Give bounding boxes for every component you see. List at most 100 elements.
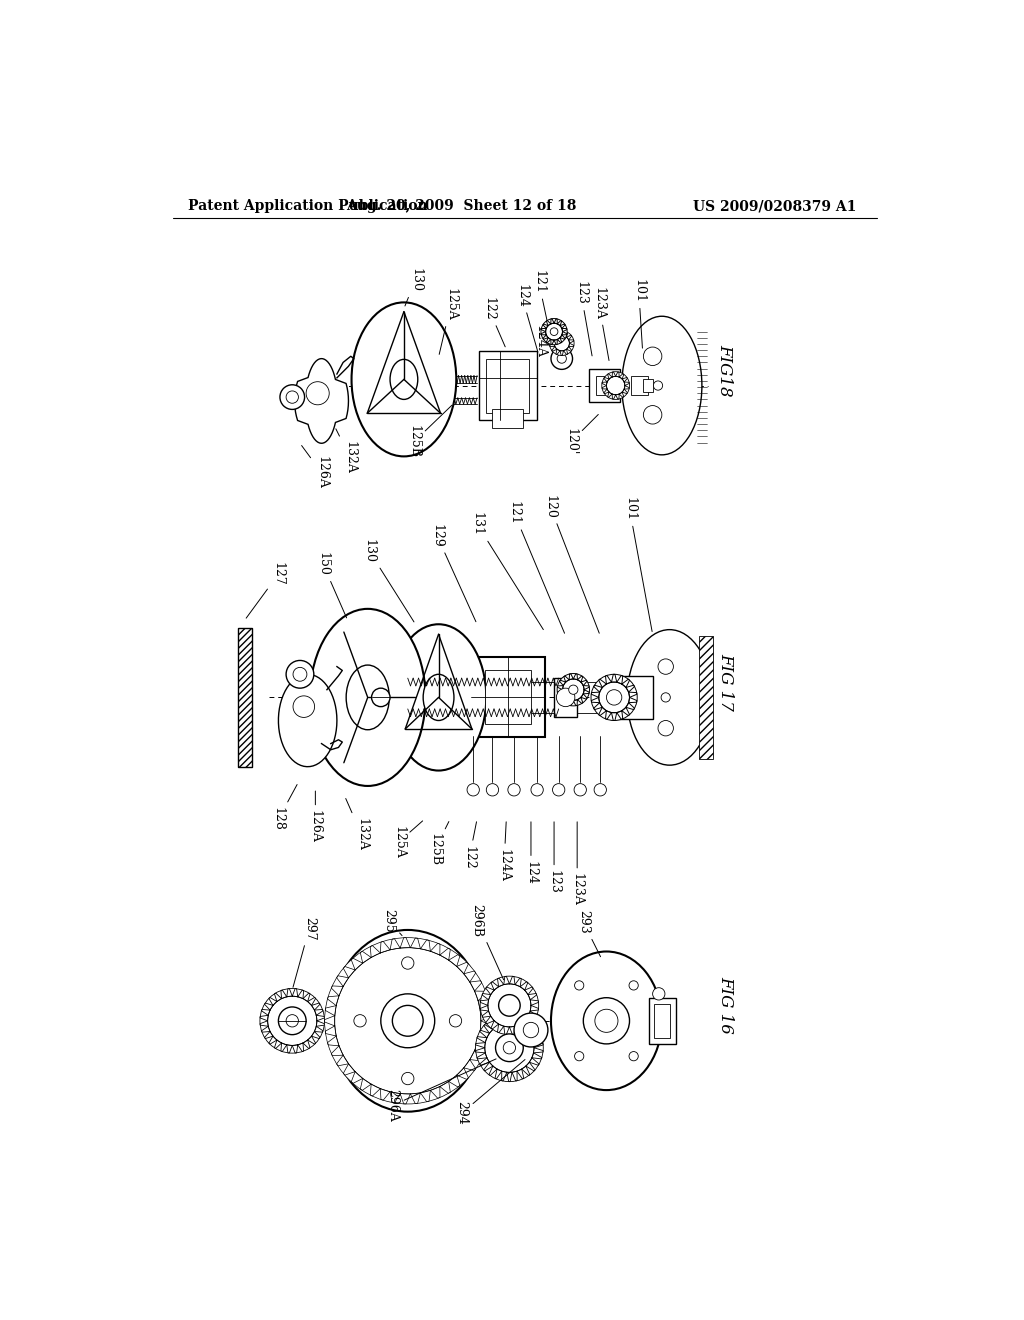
Bar <box>239 628 252 767</box>
Bar <box>239 628 252 767</box>
Text: US 2009/0208379 A1: US 2009/0208379 A1 <box>692 199 856 213</box>
Circle shape <box>551 348 572 370</box>
Bar <box>698 636 713 759</box>
Circle shape <box>293 668 307 681</box>
Circle shape <box>480 975 539 1035</box>
Text: 123A: 123A <box>570 822 584 907</box>
Polygon shape <box>279 675 337 767</box>
Circle shape <box>484 1023 535 1072</box>
Text: 123: 123 <box>574 281 592 356</box>
Text: 120': 120' <box>564 414 598 455</box>
Text: 294: 294 <box>455 1060 525 1125</box>
Circle shape <box>591 675 637 721</box>
Text: 131: 131 <box>471 512 544 630</box>
Text: 295: 295 <box>382 909 402 936</box>
Circle shape <box>658 721 674 737</box>
Circle shape <box>306 381 330 405</box>
Circle shape <box>508 784 520 796</box>
Text: 132A: 132A <box>336 429 356 474</box>
Circle shape <box>557 673 590 706</box>
Circle shape <box>662 693 671 702</box>
Text: 101: 101 <box>623 496 652 631</box>
Text: 124A: 124A <box>534 325 559 358</box>
Bar <box>486 359 529 413</box>
Circle shape <box>574 784 587 796</box>
Circle shape <box>286 1015 298 1027</box>
Text: 126A: 126A <box>302 446 328 488</box>
Text: FIG18: FIG18 <box>716 343 733 396</box>
Text: 124A: 124A <box>498 822 511 882</box>
Circle shape <box>381 994 435 1048</box>
Ellipse shape <box>391 624 486 771</box>
Text: 130: 130 <box>404 268 422 306</box>
Circle shape <box>652 987 665 1001</box>
Text: 121: 121 <box>532 269 554 351</box>
Circle shape <box>550 331 574 355</box>
Text: 123A: 123A <box>592 286 609 360</box>
Text: 129: 129 <box>430 524 476 622</box>
Text: 121: 121 <box>508 500 564 634</box>
Circle shape <box>401 957 414 969</box>
Circle shape <box>599 682 630 713</box>
Circle shape <box>503 1041 515 1053</box>
Text: 293: 293 <box>577 911 600 957</box>
Circle shape <box>541 318 567 345</box>
Polygon shape <box>295 359 348 444</box>
Circle shape <box>286 391 298 404</box>
Text: 296A: 296A <box>386 1059 496 1122</box>
Text: 124: 124 <box>515 284 538 352</box>
Text: 128: 128 <box>272 784 297 832</box>
Circle shape <box>653 381 663 391</box>
Ellipse shape <box>423 675 454 721</box>
Circle shape <box>643 405 662 424</box>
Circle shape <box>629 1052 638 1061</box>
Circle shape <box>267 997 316 1045</box>
Text: 120: 120 <box>544 495 599 634</box>
Circle shape <box>584 998 630 1044</box>
Text: 125A: 125A <box>439 288 458 354</box>
Circle shape <box>487 983 531 1027</box>
Circle shape <box>554 335 569 351</box>
Circle shape <box>562 678 584 701</box>
Circle shape <box>486 784 499 796</box>
Bar <box>478 351 538 420</box>
Circle shape <box>557 354 566 363</box>
Bar <box>596 376 611 395</box>
Text: 125B: 125B <box>428 821 449 866</box>
Ellipse shape <box>310 609 425 785</box>
Bar <box>643 379 653 392</box>
Text: 130: 130 <box>362 539 414 622</box>
Text: FIG 17: FIG 17 <box>717 653 734 711</box>
Circle shape <box>401 1072 414 1085</box>
Text: 101: 101 <box>632 279 645 348</box>
Circle shape <box>556 688 574 706</box>
Text: 297: 297 <box>293 916 315 987</box>
Bar <box>589 368 620 403</box>
Ellipse shape <box>331 929 484 1111</box>
Bar <box>493 409 523 428</box>
Bar <box>471 657 545 738</box>
Circle shape <box>523 1022 539 1038</box>
Ellipse shape <box>346 665 389 730</box>
Circle shape <box>629 981 638 990</box>
Circle shape <box>602 372 630 400</box>
Circle shape <box>658 659 674 675</box>
Circle shape <box>325 937 490 1104</box>
Bar <box>610 676 652 719</box>
Circle shape <box>606 376 625 395</box>
Text: 150: 150 <box>316 552 346 618</box>
Text: 132A: 132A <box>346 799 368 851</box>
Circle shape <box>550 327 558 335</box>
Text: 123: 123 <box>548 822 560 894</box>
Text: 122: 122 <box>482 297 505 347</box>
Bar <box>654 1003 670 1038</box>
Text: Aug. 20, 2009  Sheet 12 of 18: Aug. 20, 2009 Sheet 12 of 18 <box>346 199 577 213</box>
Ellipse shape <box>551 952 662 1090</box>
Ellipse shape <box>622 317 701 455</box>
Circle shape <box>568 685 578 694</box>
Text: 125B: 125B <box>408 405 452 458</box>
Text: Patent Application Publication: Patent Application Publication <box>188 199 428 213</box>
Ellipse shape <box>351 302 457 457</box>
Circle shape <box>293 696 314 718</box>
Text: 127: 127 <box>246 562 285 618</box>
